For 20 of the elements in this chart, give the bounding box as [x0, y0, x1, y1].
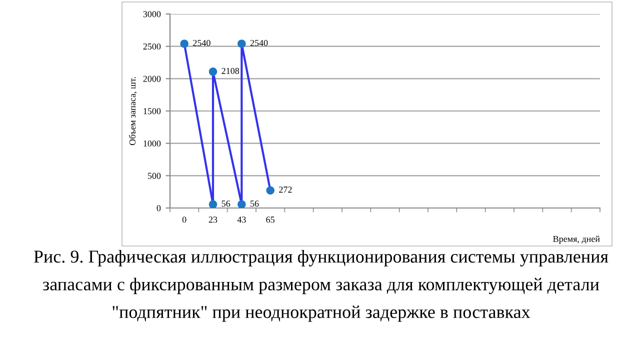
- data-label: 2108: [222, 68, 240, 74]
- x-tick-label: 0: [182, 216, 186, 223]
- data-label: 56: [222, 200, 230, 207]
- x-axis-title: Время, дней: [553, 236, 600, 244]
- x-tick-label: 23: [208, 216, 218, 223]
- data-label: 2540: [250, 40, 268, 46]
- data-label: 2540: [193, 40, 210, 46]
- y-tick-label: 1000: [144, 140, 161, 147]
- x-tick-label: 65: [266, 216, 274, 223]
- y-tick-label: 2000: [143, 76, 161, 82]
- y-tick-label: 2500: [143, 43, 161, 50]
- y-tick-label: 3000: [143, 11, 161, 18]
- y-axis-title: Объем запаса, шт.: [128, 77, 137, 146]
- y-tick-label: 0: [156, 205, 161, 212]
- y-tick-label: 500: [148, 172, 161, 179]
- x-tick-label: 43: [237, 216, 246, 223]
- y-tick-label: 1500: [144, 108, 161, 114]
- data-label: 272: [279, 186, 292, 193]
- text: Рис. 9. Графическая иллюстрация функционирования системы управления запасами с фиксированным размером заказа для комплектующей детали "подпятник" при неоднократной задержке в поставках: [34, 250, 608, 322]
- data-label: 56: [250, 200, 259, 207]
